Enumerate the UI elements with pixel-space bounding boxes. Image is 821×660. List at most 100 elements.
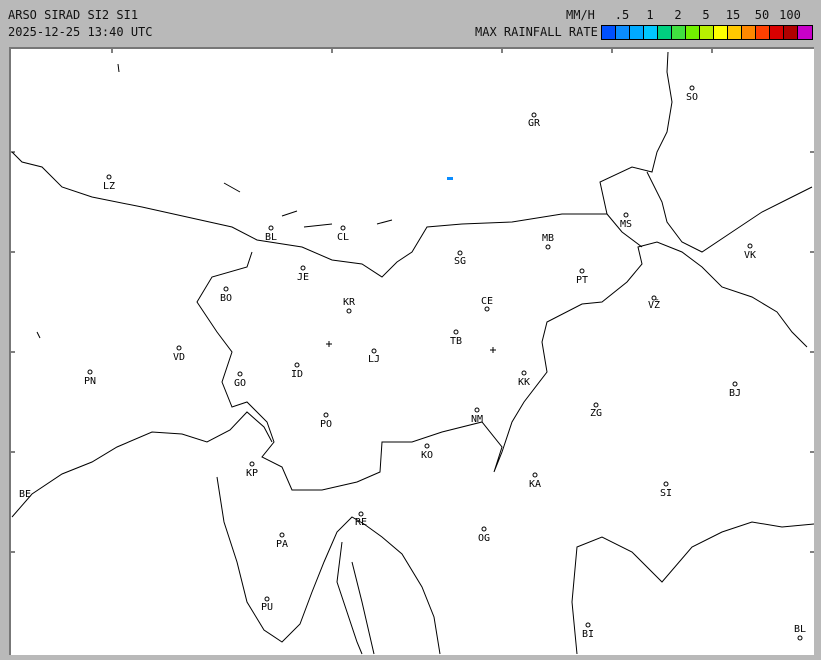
legend-swatch: [602, 26, 616, 39]
legend-swatch: [686, 26, 700, 39]
city-label: KO: [421, 450, 433, 461]
legend-tick: 50: [754, 8, 770, 22]
city-marker: [294, 362, 300, 368]
city-marker: [176, 345, 182, 351]
city-label: ZG: [590, 408, 602, 419]
map-canvas: SO GR LZ BL CL MS MB SG VK JE PT BO KR CE VŽ TB VD LJ PN ID…: [11, 49, 814, 655]
legend-tick: 15: [725, 8, 741, 22]
border-austria-hungary: [606, 171, 813, 253]
city-marker: [249, 461, 255, 467]
city-label: BE: [19, 489, 31, 500]
legend-swatch: [700, 26, 714, 39]
city-marker: [346, 308, 352, 314]
city-label: JE: [297, 272, 309, 283]
legend-tick: 100: [779, 8, 801, 22]
city-label: SO: [686, 92, 698, 103]
city-label: BL: [794, 624, 806, 635]
city-marker: [268, 225, 274, 231]
city-label: CL: [337, 232, 349, 243]
city-marker: [457, 250, 463, 256]
city-marker: [481, 526, 487, 532]
legend-tick: 2: [674, 8, 682, 22]
city-marker: [585, 622, 591, 628]
legend-swatch: [784, 26, 798, 39]
city-label: NM: [471, 414, 483, 425]
product-title: ARSO SIRAD SI2 SI1: [8, 8, 139, 22]
city-label: KR: [343, 297, 356, 308]
radar-site-marker: [490, 347, 496, 353]
border-croatia-bosnia: [571, 521, 814, 655]
legend-swatch: [798, 26, 812, 39]
legend-title: MAX RAINFALL RATE: [475, 25, 598, 39]
color-legend: [601, 25, 813, 40]
city-label: VD: [173, 352, 185, 363]
city-marker: [371, 348, 377, 354]
city-label: VŽ: [648, 298, 660, 311]
city-marker: [340, 225, 346, 231]
radar-site-marker: [326, 341, 332, 347]
city-marker: [87, 369, 93, 375]
city-label: BL: [265, 232, 277, 243]
city-label: PO: [320, 419, 332, 430]
city-label: KA: [529, 479, 541, 490]
city-marker: [651, 295, 657, 301]
city-label: OG: [478, 533, 490, 544]
city-label: BI: [582, 629, 594, 640]
city-label: LZ: [103, 181, 115, 192]
city-label: PN: [84, 376, 96, 387]
legend-swatch: [658, 26, 672, 39]
city-marker: [521, 370, 527, 376]
legend-swatch: [630, 26, 644, 39]
city-marker: [689, 85, 695, 91]
city-marker: [453, 329, 459, 335]
city-label: RE: [355, 517, 367, 528]
city-marker: [424, 443, 430, 449]
city-marker: [300, 265, 306, 271]
city-marker: [279, 532, 285, 538]
radar-sites: [326, 341, 496, 353]
legend-swatch: [616, 26, 630, 39]
city-marker: [223, 286, 229, 292]
coastline-istria: [216, 476, 441, 655]
city-marker: [797, 635, 803, 641]
city-label: CE: [481, 296, 493, 307]
legend-swatch: [728, 26, 742, 39]
legend-swatch: [756, 26, 770, 39]
city-label: BO: [220, 293, 232, 304]
city-label: GO: [234, 378, 246, 389]
timestamp: 2025-12-25 13:40 UTC: [8, 25, 153, 39]
city-marker: [663, 481, 669, 487]
city-marker: [323, 412, 329, 418]
lakes: [36, 63, 393, 339]
city-label: SG: [454, 256, 466, 267]
city-marker: [545, 244, 551, 250]
island-cres: [336, 541, 375, 655]
legend-swatch: [770, 26, 784, 39]
city-label: LJ: [368, 354, 380, 365]
city-label: KK: [518, 377, 530, 388]
city-label: MS: [620, 219, 632, 230]
legend-swatch: [672, 26, 686, 39]
city-label: PU: [261, 602, 273, 613]
city-marker: [264, 596, 270, 602]
city-marker: [747, 243, 753, 249]
radar-map[interactable]: SO GR LZ BL CL MS MB SG VK JE PT BO KR CE VŽ TB VD LJ PN ID…: [9, 47, 814, 655]
border-slovenia-west: [196, 241, 808, 491]
city-label: VK: [744, 250, 756, 261]
city-marker: [484, 306, 490, 312]
rain-echo: [447, 177, 453, 180]
coastline-italy: [11, 411, 273, 518]
legend-tick: .5: [614, 8, 630, 22]
legend-swatch: [714, 26, 728, 39]
city-marker: [358, 511, 364, 517]
city-label: ID: [291, 369, 303, 380]
city-label: PA: [276, 539, 288, 550]
grid-ticks: [11, 49, 814, 553]
legend-swatch: [644, 26, 658, 39]
city-marker: [593, 402, 599, 408]
city-marker: [474, 407, 480, 413]
border-italy-austria: [11, 51, 673, 278]
legend-swatch: [742, 26, 756, 39]
city-marker: [732, 381, 738, 387]
cities: SO GR LZ BL CL MS MB SG VK JE PT BO KR CE VŽ TB VD LJ PN ID…: [19, 85, 806, 641]
